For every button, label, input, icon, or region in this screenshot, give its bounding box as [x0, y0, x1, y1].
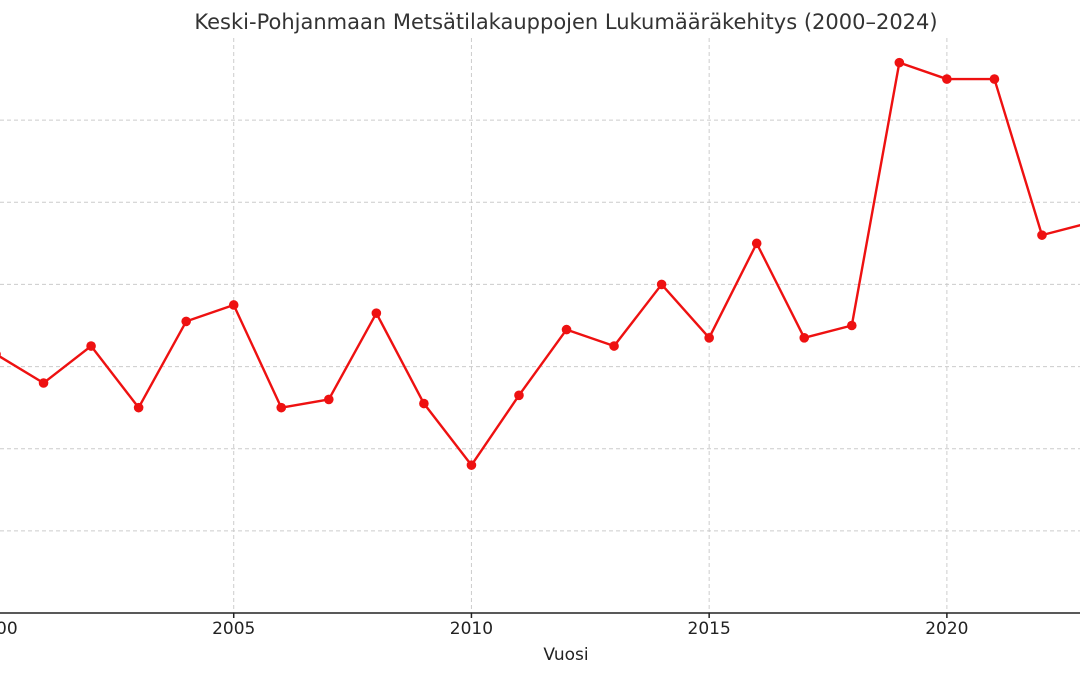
axis-layer — [0, 612, 1080, 618]
data-point-2000 — [0, 351, 1, 357]
x-tick-label-2: 2010 — [450, 619, 493, 639]
x-tick-label-0: 2000 — [0, 619, 18, 639]
data-point-2019 — [894, 57, 905, 68]
x-tick-label-1: 2005 — [212, 619, 255, 639]
data-point-2005 — [228, 300, 239, 310]
x-tick-label-4: 2020 — [925, 619, 968, 639]
grid-layer — [0, 38, 1080, 613]
data-point-2018 — [846, 320, 857, 331]
data-point-2010 — [466, 460, 477, 470]
data-point-2021 — [989, 74, 1000, 84]
data-point-2008 — [371, 308, 382, 318]
data-point-2002 — [86, 341, 96, 351]
chart-title: Keski-Pohjanmaan Metsätilakauppojen Luku… — [194, 10, 937, 34]
x-tick-labels: 2000 2005 2010 2015 2020 — [0, 619, 969, 639]
data-point-2011 — [514, 390, 524, 401]
data-point-2003 — [133, 402, 144, 413]
data-point-2016 — [751, 238, 762, 249]
data-point-2015 — [704, 333, 714, 343]
data-point-2017 — [799, 333, 810, 343]
series-layer — [0, 57, 1080, 470]
x-axis-label: Vuosi — [543, 645, 588, 665]
data-point-2020 — [942, 74, 952, 84]
data-point-2007 — [324, 394, 334, 405]
data-point-2022 — [1037, 230, 1047, 240]
data-point-2014 — [656, 279, 667, 290]
data-point-2013 — [609, 341, 619, 351]
x-tick-label-3: 2015 — [688, 619, 731, 639]
data-point-2001 — [38, 378, 49, 388]
data-point-2006 — [276, 402, 287, 413]
data-point-2004 — [181, 316, 191, 327]
data-point-2009 — [419, 398, 429, 409]
data-point-2012 — [561, 324, 572, 335]
series-line-0 — [0, 61, 1080, 467]
